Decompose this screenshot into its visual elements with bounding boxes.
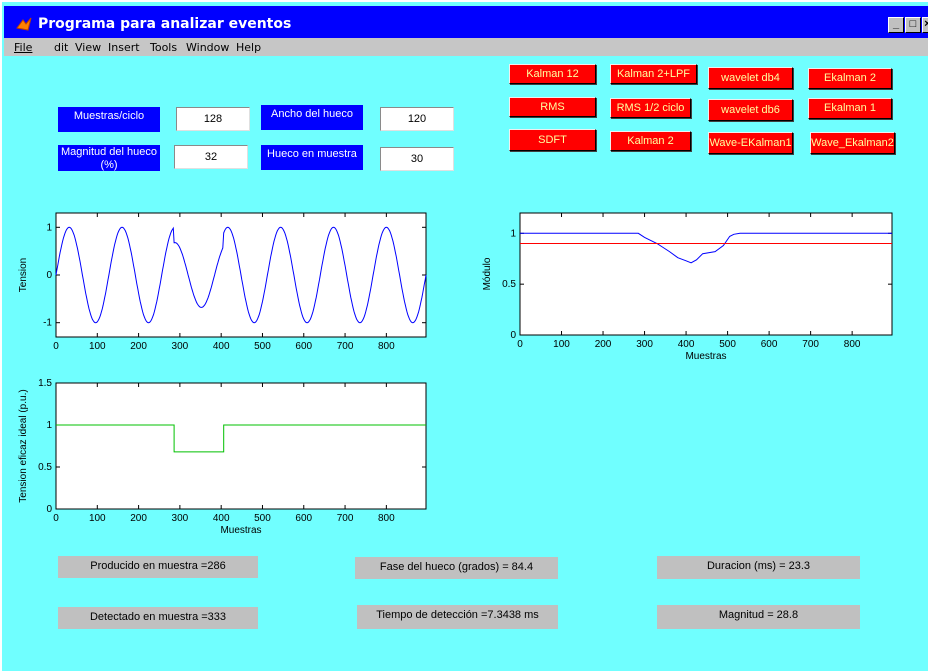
magnitud-value: Magnitud = 28.8 — [657, 605, 860, 629]
rms-button[interactable]: RMS — [509, 97, 596, 117]
x-tick-label: 100 — [553, 339, 570, 350]
wave-ekalman2-button[interactable]: Wave_Ekalman2 — [810, 132, 895, 154]
x-tick-label: 400 — [678, 339, 695, 350]
y-tick-label: 0 — [510, 330, 516, 341]
y-tick-label: 1.5 — [38, 378, 52, 389]
menu-view[interactable]: View — [75, 41, 101, 54]
y-axis-label: Tension eficaz ideal (p.u.) — [18, 389, 29, 502]
detectado-value: Detectado en muestra =333 — [58, 607, 258, 629]
x-axis-label: Muestras — [685, 351, 726, 362]
x-tick-label: 100 — [89, 513, 106, 524]
window-title: Programa para analizar eventos — [38, 16, 291, 32]
y-tick-label: 0.5 — [502, 279, 516, 290]
ekalman1-button[interactable]: Ekalman 1 — [808, 98, 892, 119]
ancho-input[interactable]: 120 — [380, 107, 454, 131]
sdft-button[interactable]: SDFT — [509, 129, 596, 151]
x-tick-label: 0 — [53, 513, 59, 524]
producido-value: Producido en muestra =286 — [58, 556, 258, 578]
y-tick-label: 0.5 — [38, 462, 52, 473]
tension-plot: 0 100 200 300 400 500 600 700 800 1 0 -1 Tension — [16, 206, 436, 356]
ancho-label: Ancho del hueco — [261, 105, 363, 130]
wavelet-db6-button[interactable]: wavelet db6 — [708, 99, 793, 121]
modulo-plot: 0 100 200 300 400 500 600 700 800 1 0.5 0 Módulo Mues… — [476, 206, 896, 371]
x-tick-label: 600 — [295, 341, 312, 352]
menu-tools[interactable]: Tools — [150, 41, 177, 54]
magnitud-label: Magnitud del hueco (%) — [58, 145, 160, 171]
tiempo-value: Tiempo de detección =7.3438 ms — [357, 605, 558, 629]
y-axis-label: Módulo — [482, 257, 493, 290]
muestras-label: Muestras/ciclo — [58, 107, 160, 132]
title-bar[interactable]: Programa para analizar eventos _ □ × — [4, 6, 928, 38]
x-tick-label: 400 — [213, 341, 230, 352]
hueco-input[interactable]: 30 — [380, 147, 454, 171]
x-tick-label: 800 — [844, 339, 861, 350]
rms-half-cycle-button[interactable]: RMS 1/2 ciclo — [610, 98, 691, 118]
minimize-button[interactable]: _ — [888, 17, 904, 33]
x-tick-label: 200 — [595, 339, 612, 350]
x-tick-label: 300 — [172, 513, 189, 524]
x-tick-label: 700 — [802, 339, 819, 350]
x-tick-label: 600 — [761, 339, 778, 350]
duracion-value: Duracion (ms) = 23.3 — [657, 556, 860, 579]
y-axis-label: Tension — [18, 258, 29, 292]
y-tick-label: 1 — [46, 420, 52, 431]
menu-edit[interactable]: dit — [54, 41, 68, 54]
x-tick-label: 200 — [130, 513, 147, 524]
x-tick-label: 300 — [172, 341, 189, 352]
hueco-label: Hueco en muestra — [261, 145, 363, 170]
x-axis-label: Muestras — [220, 525, 261, 536]
menu-window[interactable]: Window — [186, 41, 229, 54]
y-tick-label: 0 — [46, 504, 52, 515]
x-tick-label: 800 — [378, 513, 395, 524]
plot-area — [56, 383, 426, 509]
magnitud-input[interactable]: 32 — [174, 145, 248, 169]
x-tick-label: 600 — [295, 513, 312, 524]
menu-file[interactable]: File — [14, 41, 32, 54]
x-tick-label: 700 — [337, 341, 354, 352]
x-tick-label: 500 — [254, 341, 271, 352]
x-tick-label: 500 — [719, 339, 736, 350]
y-tick-label: 1 — [46, 222, 52, 233]
wavelet-db4-button[interactable]: wavelet db4 — [708, 67, 793, 89]
x-tick-label: 100 — [89, 341, 106, 352]
x-tick-label: 500 — [254, 513, 271, 524]
kalman2lpf-button[interactable]: Kalman 2+LPF — [610, 64, 697, 84]
x-tick-label: 700 — [337, 513, 354, 524]
fase-value: Fase del hueco (grados) = 84.4 — [355, 557, 558, 579]
kalman12-button[interactable]: Kalman 12 — [509, 64, 596, 84]
x-tick-label: 0 — [517, 339, 523, 350]
tension-eficaz-plot: 0 100 200 300 400 500 600 700 800 1.5 1 0.5 0 Tension… — [16, 376, 436, 546]
menu-insert[interactable]: Insert — [108, 41, 140, 54]
plot-area — [520, 213, 892, 335]
y-tick-label: 0 — [46, 270, 52, 281]
matlab-icon — [16, 16, 32, 32]
y-tick-label: 1 — [510, 228, 516, 239]
x-tick-label: 300 — [636, 339, 653, 350]
muestras-input[interactable]: 128 — [176, 107, 250, 131]
x-tick-label: 0 — [53, 341, 59, 352]
kalman2-button[interactable]: Kalman 2 — [610, 131, 691, 151]
x-tick-label: 400 — [213, 513, 230, 524]
x-tick-label: 200 — [130, 341, 147, 352]
close-button[interactable]: × — [922, 17, 928, 33]
wave-ekalman1-button[interactable]: Wave-EKalman1 — [708, 132, 793, 154]
maximize-button[interactable]: □ — [905, 17, 921, 33]
figure-canvas: Muestras/ciclo 128 Ancho del hueco 120 M… — [2, 56, 928, 671]
ekalman2-button[interactable]: Ekalman 2 — [808, 68, 892, 89]
menu-bar: File dit View Insert Tools Window Help — [4, 38, 928, 58]
menu-help[interactable]: Help — [236, 41, 261, 54]
x-tick-label: 800 — [378, 341, 395, 352]
y-tick-label: -1 — [43, 318, 52, 329]
